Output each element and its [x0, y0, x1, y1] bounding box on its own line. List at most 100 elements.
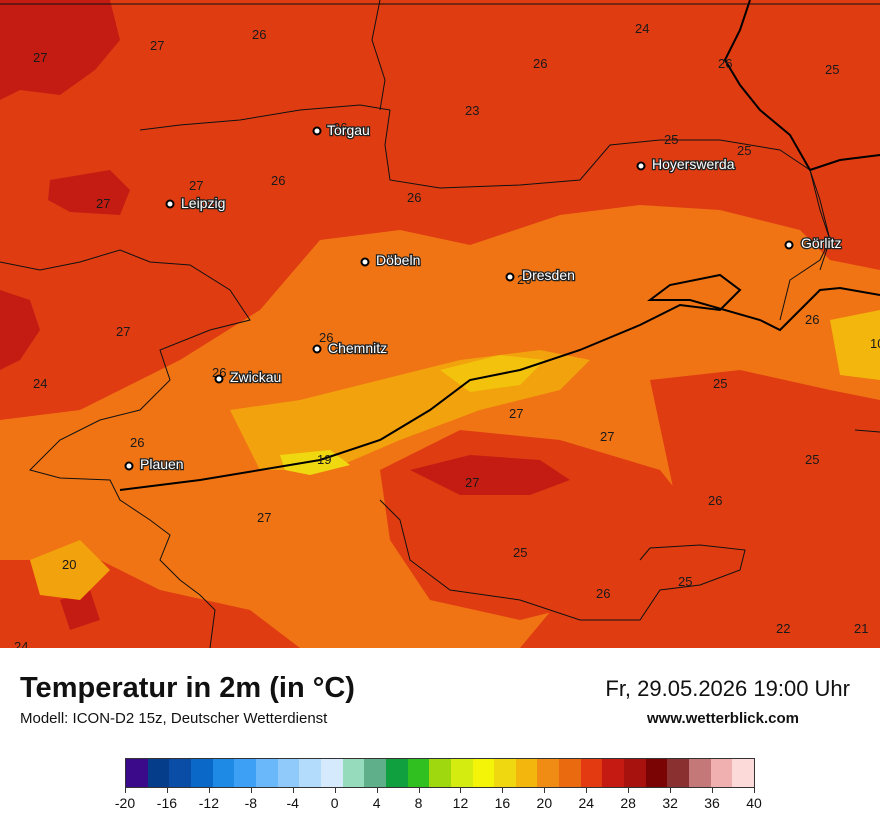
- temp-label: 25: [513, 545, 527, 560]
- hot-core-bohemia: [410, 455, 570, 495]
- legend-swatch: [559, 759, 581, 787]
- legend-swatch: [299, 759, 321, 787]
- temp-label: 25: [805, 452, 819, 467]
- hot-area-leipzig: [48, 170, 130, 215]
- temp-label: 25: [737, 143, 751, 158]
- legend-tick-mark: [208, 788, 210, 793]
- district-border-east: [779, 169, 831, 321]
- temp-label: 27: [116, 324, 130, 339]
- legend-swatch: [385, 759, 408, 787]
- temp-label: 27: [33, 50, 47, 65]
- city-label: Hoyerswerda: [652, 156, 735, 172]
- city-dot: [214, 374, 224, 384]
- city-zwickau[interactable]: Zwickau: [214, 368, 283, 386]
- legend-swatch: [580, 759, 603, 787]
- legend-tick-label: 20: [536, 795, 553, 811]
- hot-area-west: [0, 290, 40, 370]
- legend-ticks: -20 -16 -12 -8 -4 0 4 8 12 16 20 24 28 32 36 40: [115, 788, 762, 818]
- model-source: Modell: ICON-D2 15z, Deutscher Wetterdie…: [20, 710, 328, 727]
- legend-tick-mark: [418, 788, 420, 793]
- legend-tick-mark: [376, 788, 378, 793]
- city-plauen[interactable]: Plauen: [124, 455, 185, 473]
- legend-tick-label: 4: [372, 795, 381, 811]
- legend-tick-label: 28: [620, 795, 636, 811]
- cool-area-east: [830, 310, 880, 380]
- city-label: Leipzig: [181, 195, 225, 211]
- legend-swatch: [320, 759, 343, 787]
- temp-label: 24: [33, 376, 47, 391]
- legend-tick-label: -8: [244, 795, 258, 811]
- district-border-west: [0, 249, 251, 648]
- hot-area-southwest: [60, 590, 100, 630]
- legend-tick-mark: [754, 788, 755, 793]
- temp-label: 27: [509, 406, 523, 421]
- city-label: Torgau: [327, 122, 370, 138]
- legend-swatch: [537, 759, 560, 787]
- city-dot: [165, 199, 175, 209]
- city-label: Dresden: [522, 267, 575, 283]
- temp-label: 26: [333, 120, 347, 135]
- city-leipzig[interactable]: Leipzig: [165, 194, 227, 212]
- temp-label: 26: [533, 56, 547, 71]
- legend-tick-label: -16: [156, 795, 178, 811]
- district-border-bohemia: [379, 499, 746, 621]
- legend-swatch: [342, 759, 365, 787]
- legend-tick-mark: [292, 788, 294, 793]
- map-footer: Temperatur in 2m (in °C) Modell: ICON-D2…: [0, 648, 880, 830]
- legend-tick-label: 36: [704, 795, 720, 811]
- legend-swatch: [169, 759, 191, 787]
- legend-swatch: [667, 759, 690, 787]
- city-hoyerswerda[interactable]: Hoyerswerda: [636, 155, 736, 173]
- city-dot: [636, 161, 646, 171]
- temp-label: 26: [718, 56, 732, 71]
- city-dot: [312, 344, 322, 354]
- temp-label: 27: [465, 475, 479, 490]
- legend-swatch: [710, 759, 733, 787]
- temp-label: 26: [517, 272, 531, 287]
- temp-label: 25: [664, 132, 678, 147]
- city-doebeln[interactable]: Döbeln: [360, 251, 422, 269]
- temp-label: 26: [407, 190, 421, 205]
- legend-swatch: [147, 759, 170, 787]
- website-link[interactable]: www.wetterblick.com: [647, 710, 799, 727]
- city-dot: [784, 240, 794, 250]
- legend-tick-label: -4: [286, 795, 299, 811]
- red-area-southeast: [650, 370, 880, 648]
- legend-tick-label: 0: [330, 795, 339, 811]
- city-markers: Torgau Leipzig Hoyerswerda Döbeln Dresde…: [124, 121, 843, 473]
- legend-swatch: [255, 759, 278, 787]
- legend-swatch: [472, 759, 495, 787]
- city-dot: [360, 257, 370, 267]
- legend-swatch: [515, 759, 538, 787]
- temperature-labels: 27 27 26 24 26 26 25 23 25 25 26 26 27 2…: [14, 21, 880, 648]
- legend-swatch: [645, 759, 668, 787]
- legend-tick-label: -20: [114, 795, 136, 811]
- legend-tick-label: 16: [494, 795, 511, 811]
- city-torgau[interactable]: Torgau: [312, 121, 371, 139]
- city-dresden[interactable]: Dresden: [505, 266, 576, 284]
- city-goerlitz[interactable]: Görlitz: [784, 234, 843, 252]
- temp-label: 25: [825, 62, 839, 77]
- legend-tick-mark: [712, 788, 714, 793]
- temp-label: 20: [62, 557, 76, 572]
- city-chemnitz[interactable]: Chemnitz: [312, 339, 388, 357]
- temp-label: 27: [189, 178, 203, 193]
- legend-tick-label: 12: [452, 795, 469, 811]
- temp-label: 27: [96, 196, 110, 211]
- legend-swatch: [602, 759, 625, 787]
- legend-tick-mark: [250, 788, 252, 793]
- temp-label: 26: [596, 586, 610, 601]
- forecast-datetime: Fr, 29.05.2026 19:00 Uhr: [605, 676, 850, 701]
- temp-label: 27: [257, 510, 271, 525]
- national-border-poland: [723, 0, 880, 172]
- temperature-map[interactable]: 27 27 26 24 26 26 25 23 25 25 26 26 27 2…: [0, 0, 880, 648]
- temp-label: 26: [805, 312, 819, 327]
- temp-label: 26: [252, 27, 266, 42]
- temp-label: 26: [708, 493, 722, 508]
- city-dot: [124, 461, 134, 471]
- temp-label: 26: [130, 435, 144, 450]
- legend-tick-mark: [166, 788, 168, 793]
- legend-swatch: [689, 759, 711, 787]
- map-canvas: 27 27 26 24 26 26 25 23 25 25 26 26 27 2…: [0, 0, 880, 648]
- legend-tick-label: -12: [198, 795, 219, 811]
